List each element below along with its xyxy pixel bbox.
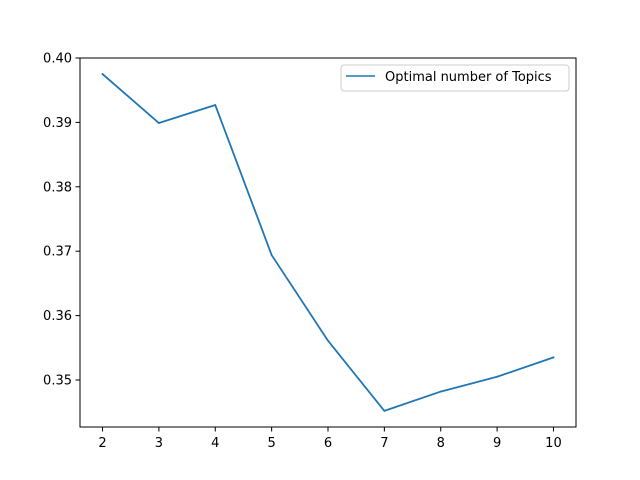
data-point [383, 410, 386, 412]
x-tick-label: 7 [380, 436, 388, 451]
legend: Optimal number of Topics [340, 64, 570, 92]
plot-area [80, 58, 576, 427]
x-tick-label: 2 [98, 436, 106, 451]
y-tick-label: 0.38 [43, 180, 72, 195]
y-tick-label: 0.40 [43, 52, 72, 67]
axes-background [80, 58, 576, 427]
data-point [439, 390, 442, 393]
x-tick-label: 6 [324, 436, 332, 451]
x-tick-label: 8 [437, 436, 445, 451]
data-point [270, 254, 273, 256]
data-point [496, 375, 498, 378]
legend-box [340, 64, 570, 92]
legend-label: Optimal number of Topics [385, 70, 552, 85]
series-layer [101, 72, 555, 412]
data-point [327, 339, 329, 342]
y-tick-label: 0.39 [43, 116, 72, 131]
data-point [158, 122, 160, 124]
x-tick-label: 4 [211, 436, 219, 451]
x-tick-label: 9 [493, 436, 501, 451]
y-tick-label: 0.35 [43, 373, 72, 388]
data-point [101, 73, 104, 75]
y-tick-label: 0.36 [43, 309, 72, 324]
x-tick-label: 10 [545, 436, 562, 451]
y-tick-label: 0.37 [43, 245, 72, 260]
x-tick-label: 3 [155, 436, 163, 451]
x-axis-ticks: 2 3 4 5 6 7 8 9 10 [98, 427, 562, 451]
data-point [552, 356, 555, 359]
y-axis-ticks: 0.35 0.36 0.37 0.38 0.39 0.40 [43, 52, 80, 388]
x-tick-label: 5 [267, 436, 275, 451]
data-point [214, 104, 217, 106]
